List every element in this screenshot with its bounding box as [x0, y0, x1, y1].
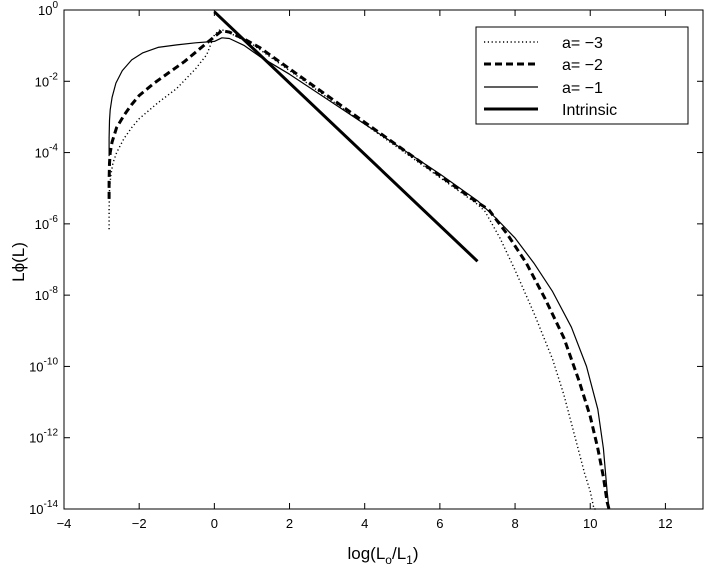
- series-line-3: [213, 10, 479, 263]
- y-tick-label: 10-10: [29, 356, 58, 374]
- legend-label-a-minus-2: a= −2: [562, 57, 603, 74]
- y-tick-label: 10-8: [35, 285, 59, 303]
- x-axis-label: log(Lo/L1): [347, 544, 418, 567]
- x-tick-label: 8: [511, 516, 518, 531]
- y-tick-label: 10-6: [35, 214, 59, 232]
- x-tick-label: 6: [436, 516, 443, 531]
- legend-label-a-minus-3: a= −3: [562, 35, 603, 52]
- x-tick-label: −4: [57, 516, 72, 531]
- series-line-0: [108, 28, 596, 510]
- y-tick-label: 10-12: [29, 428, 58, 446]
- plot-frame: [63, 9, 704, 510]
- x-tick-label: 4: [361, 516, 368, 531]
- legend-label-intrinsic: Intrinsic: [562, 102, 617, 119]
- legend-label-a-minus-1: a= −1: [562, 80, 603, 97]
- x-tick-label: 12: [658, 516, 672, 531]
- x-tick-label: 0: [211, 516, 218, 531]
- series-layer: [107, 10, 611, 510]
- x-tick-label: −2: [132, 516, 147, 531]
- y-tick-label: 10-4: [35, 143, 59, 161]
- series-line-1: [107, 29, 611, 510]
- y-tick-label: 100: [38, 0, 58, 18]
- tick-layer: −4 −2 0 2 4 6 8 10 12 100 10-2 10-4 10-6 10-8 10-10 10-…: [29, 0, 703, 531]
- x-tick-label: 10: [583, 516, 597, 531]
- y-tick-label: 10-2: [35, 71, 59, 89]
- y-tick-label: 10-14: [29, 499, 58, 517]
- y-axis-label: Lϕ(L): [9, 242, 28, 282]
- x-tick-label: 2: [286, 516, 293, 531]
- legend: a= −3 a= −2 a= −1 Intrinsic: [475, 26, 689, 125]
